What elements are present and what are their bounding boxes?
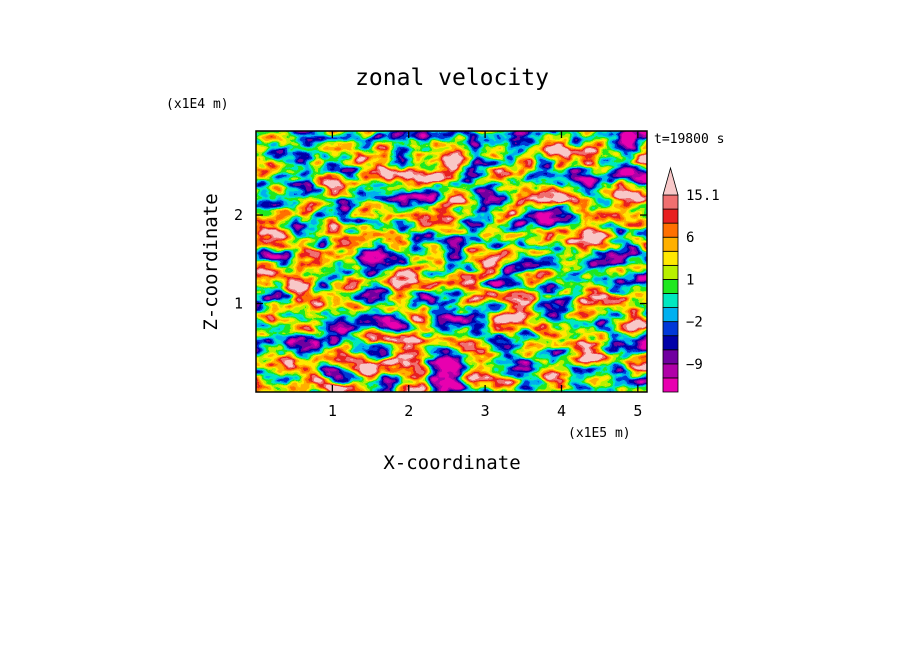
colorbar-swatch <box>662 250 679 266</box>
y-axis-unit: (x1E4 m) <box>166 97 229 112</box>
colorbar-tick-label: 1 <box>686 272 694 288</box>
colorbar-swatch <box>662 321 679 337</box>
colorbar-tick-label: 15.1 <box>686 188 720 204</box>
x-axis-label: X-coordinate <box>383 452 520 474</box>
x-tick-label: 4 <box>557 402 566 420</box>
x-tick-label: 1 <box>328 402 337 420</box>
colorbar-swatch <box>662 349 679 365</box>
colorbar-swatch <box>662 363 679 379</box>
heatmap-field <box>256 131 647 392</box>
x-axis-unit: (x1E5 m) <box>568 426 631 441</box>
colorbar-swatch <box>662 194 679 210</box>
colorbar-extend-max <box>662 166 679 196</box>
plot-area <box>255 130 648 393</box>
colorbar-swatch <box>662 264 679 280</box>
colorbar-swatch <box>662 377 679 393</box>
plot-frame <box>255 130 648 393</box>
x-axis: 1 2 3 4 5 <box>328 131 642 420</box>
colorbar-tick-label: −9 <box>686 357 703 373</box>
colorbar-swatch <box>662 236 679 252</box>
colorbar-swatch <box>662 279 679 294</box>
time-label: t=19800 s <box>654 132 724 147</box>
chart-title: zonal velocity <box>355 65 549 91</box>
x-tick-label: 2 <box>404 402 413 420</box>
colorbar-swatch <box>662 335 679 351</box>
x-tick-label: 5 <box>633 402 642 420</box>
colorbar-swatch <box>662 222 679 238</box>
y-axis: 12 <box>234 206 647 313</box>
y-tick-label: 2 <box>234 206 243 224</box>
colorbar-tick-label: 6 <box>686 230 694 246</box>
colorbar-swatch <box>662 293 679 308</box>
colorbar-swatch <box>662 208 679 224</box>
colorbar: 15.1 6 1 −2 −9 <box>662 166 720 393</box>
y-tick-label: 1 <box>234 295 243 313</box>
x-tick-label: 3 <box>481 402 490 420</box>
colorbar-tick-label: −2 <box>686 315 703 331</box>
y-axis-label: Z-coordinate <box>200 193 222 330</box>
colorbar-swatch <box>662 307 679 323</box>
